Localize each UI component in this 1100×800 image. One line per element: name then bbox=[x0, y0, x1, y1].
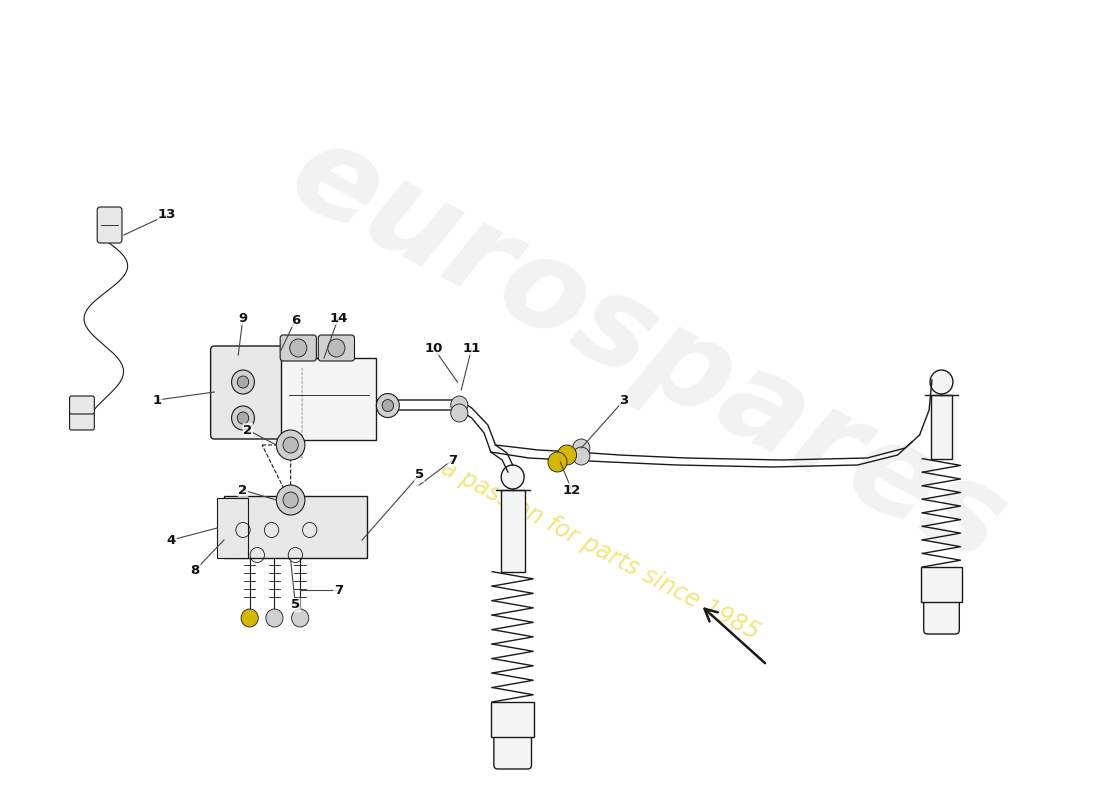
Circle shape bbox=[558, 445, 576, 465]
FancyBboxPatch shape bbox=[97, 207, 122, 243]
Circle shape bbox=[276, 430, 305, 460]
Text: 6: 6 bbox=[290, 314, 300, 326]
FancyBboxPatch shape bbox=[924, 598, 959, 634]
Circle shape bbox=[232, 406, 254, 430]
FancyBboxPatch shape bbox=[931, 395, 952, 458]
FancyBboxPatch shape bbox=[318, 335, 354, 361]
Text: 12: 12 bbox=[562, 483, 581, 497]
Circle shape bbox=[276, 485, 305, 515]
Circle shape bbox=[451, 404, 468, 422]
Text: 13: 13 bbox=[157, 209, 176, 222]
Circle shape bbox=[238, 412, 249, 424]
FancyBboxPatch shape bbox=[500, 490, 525, 572]
Circle shape bbox=[376, 394, 399, 418]
FancyBboxPatch shape bbox=[69, 412, 95, 430]
Circle shape bbox=[502, 465, 524, 489]
FancyBboxPatch shape bbox=[922, 567, 961, 602]
FancyBboxPatch shape bbox=[492, 702, 535, 737]
FancyBboxPatch shape bbox=[494, 733, 531, 769]
Text: 1: 1 bbox=[153, 394, 162, 406]
Circle shape bbox=[266, 609, 283, 627]
Text: 9: 9 bbox=[239, 311, 248, 325]
Circle shape bbox=[292, 609, 309, 627]
Circle shape bbox=[328, 339, 345, 357]
Text: 10: 10 bbox=[425, 342, 443, 354]
Circle shape bbox=[548, 452, 566, 472]
Circle shape bbox=[289, 339, 307, 357]
Circle shape bbox=[283, 492, 298, 508]
FancyBboxPatch shape bbox=[280, 335, 317, 361]
Text: 8: 8 bbox=[190, 563, 200, 577]
Text: 2: 2 bbox=[239, 483, 248, 497]
Text: 5: 5 bbox=[415, 469, 424, 482]
Circle shape bbox=[382, 399, 394, 411]
Text: eurospares: eurospares bbox=[271, 111, 1025, 589]
Text: 7: 7 bbox=[333, 583, 343, 597]
Text: 11: 11 bbox=[463, 342, 481, 354]
Circle shape bbox=[451, 396, 468, 414]
Circle shape bbox=[283, 437, 298, 453]
Circle shape bbox=[573, 447, 590, 465]
Text: 14: 14 bbox=[329, 311, 348, 325]
FancyBboxPatch shape bbox=[224, 496, 367, 558]
Circle shape bbox=[238, 376, 249, 388]
FancyBboxPatch shape bbox=[282, 358, 376, 440]
FancyBboxPatch shape bbox=[69, 396, 95, 414]
Text: 4: 4 bbox=[167, 534, 176, 546]
Circle shape bbox=[241, 609, 258, 627]
Text: 7: 7 bbox=[448, 454, 458, 466]
Text: 5: 5 bbox=[290, 598, 300, 611]
Text: 3: 3 bbox=[619, 394, 629, 406]
Circle shape bbox=[931, 370, 953, 394]
Circle shape bbox=[573, 439, 590, 457]
Text: a passion for parts since 1985: a passion for parts since 1985 bbox=[437, 456, 763, 644]
FancyBboxPatch shape bbox=[218, 498, 248, 558]
Circle shape bbox=[232, 370, 254, 394]
FancyBboxPatch shape bbox=[210, 346, 285, 439]
Text: 2: 2 bbox=[243, 423, 252, 437]
